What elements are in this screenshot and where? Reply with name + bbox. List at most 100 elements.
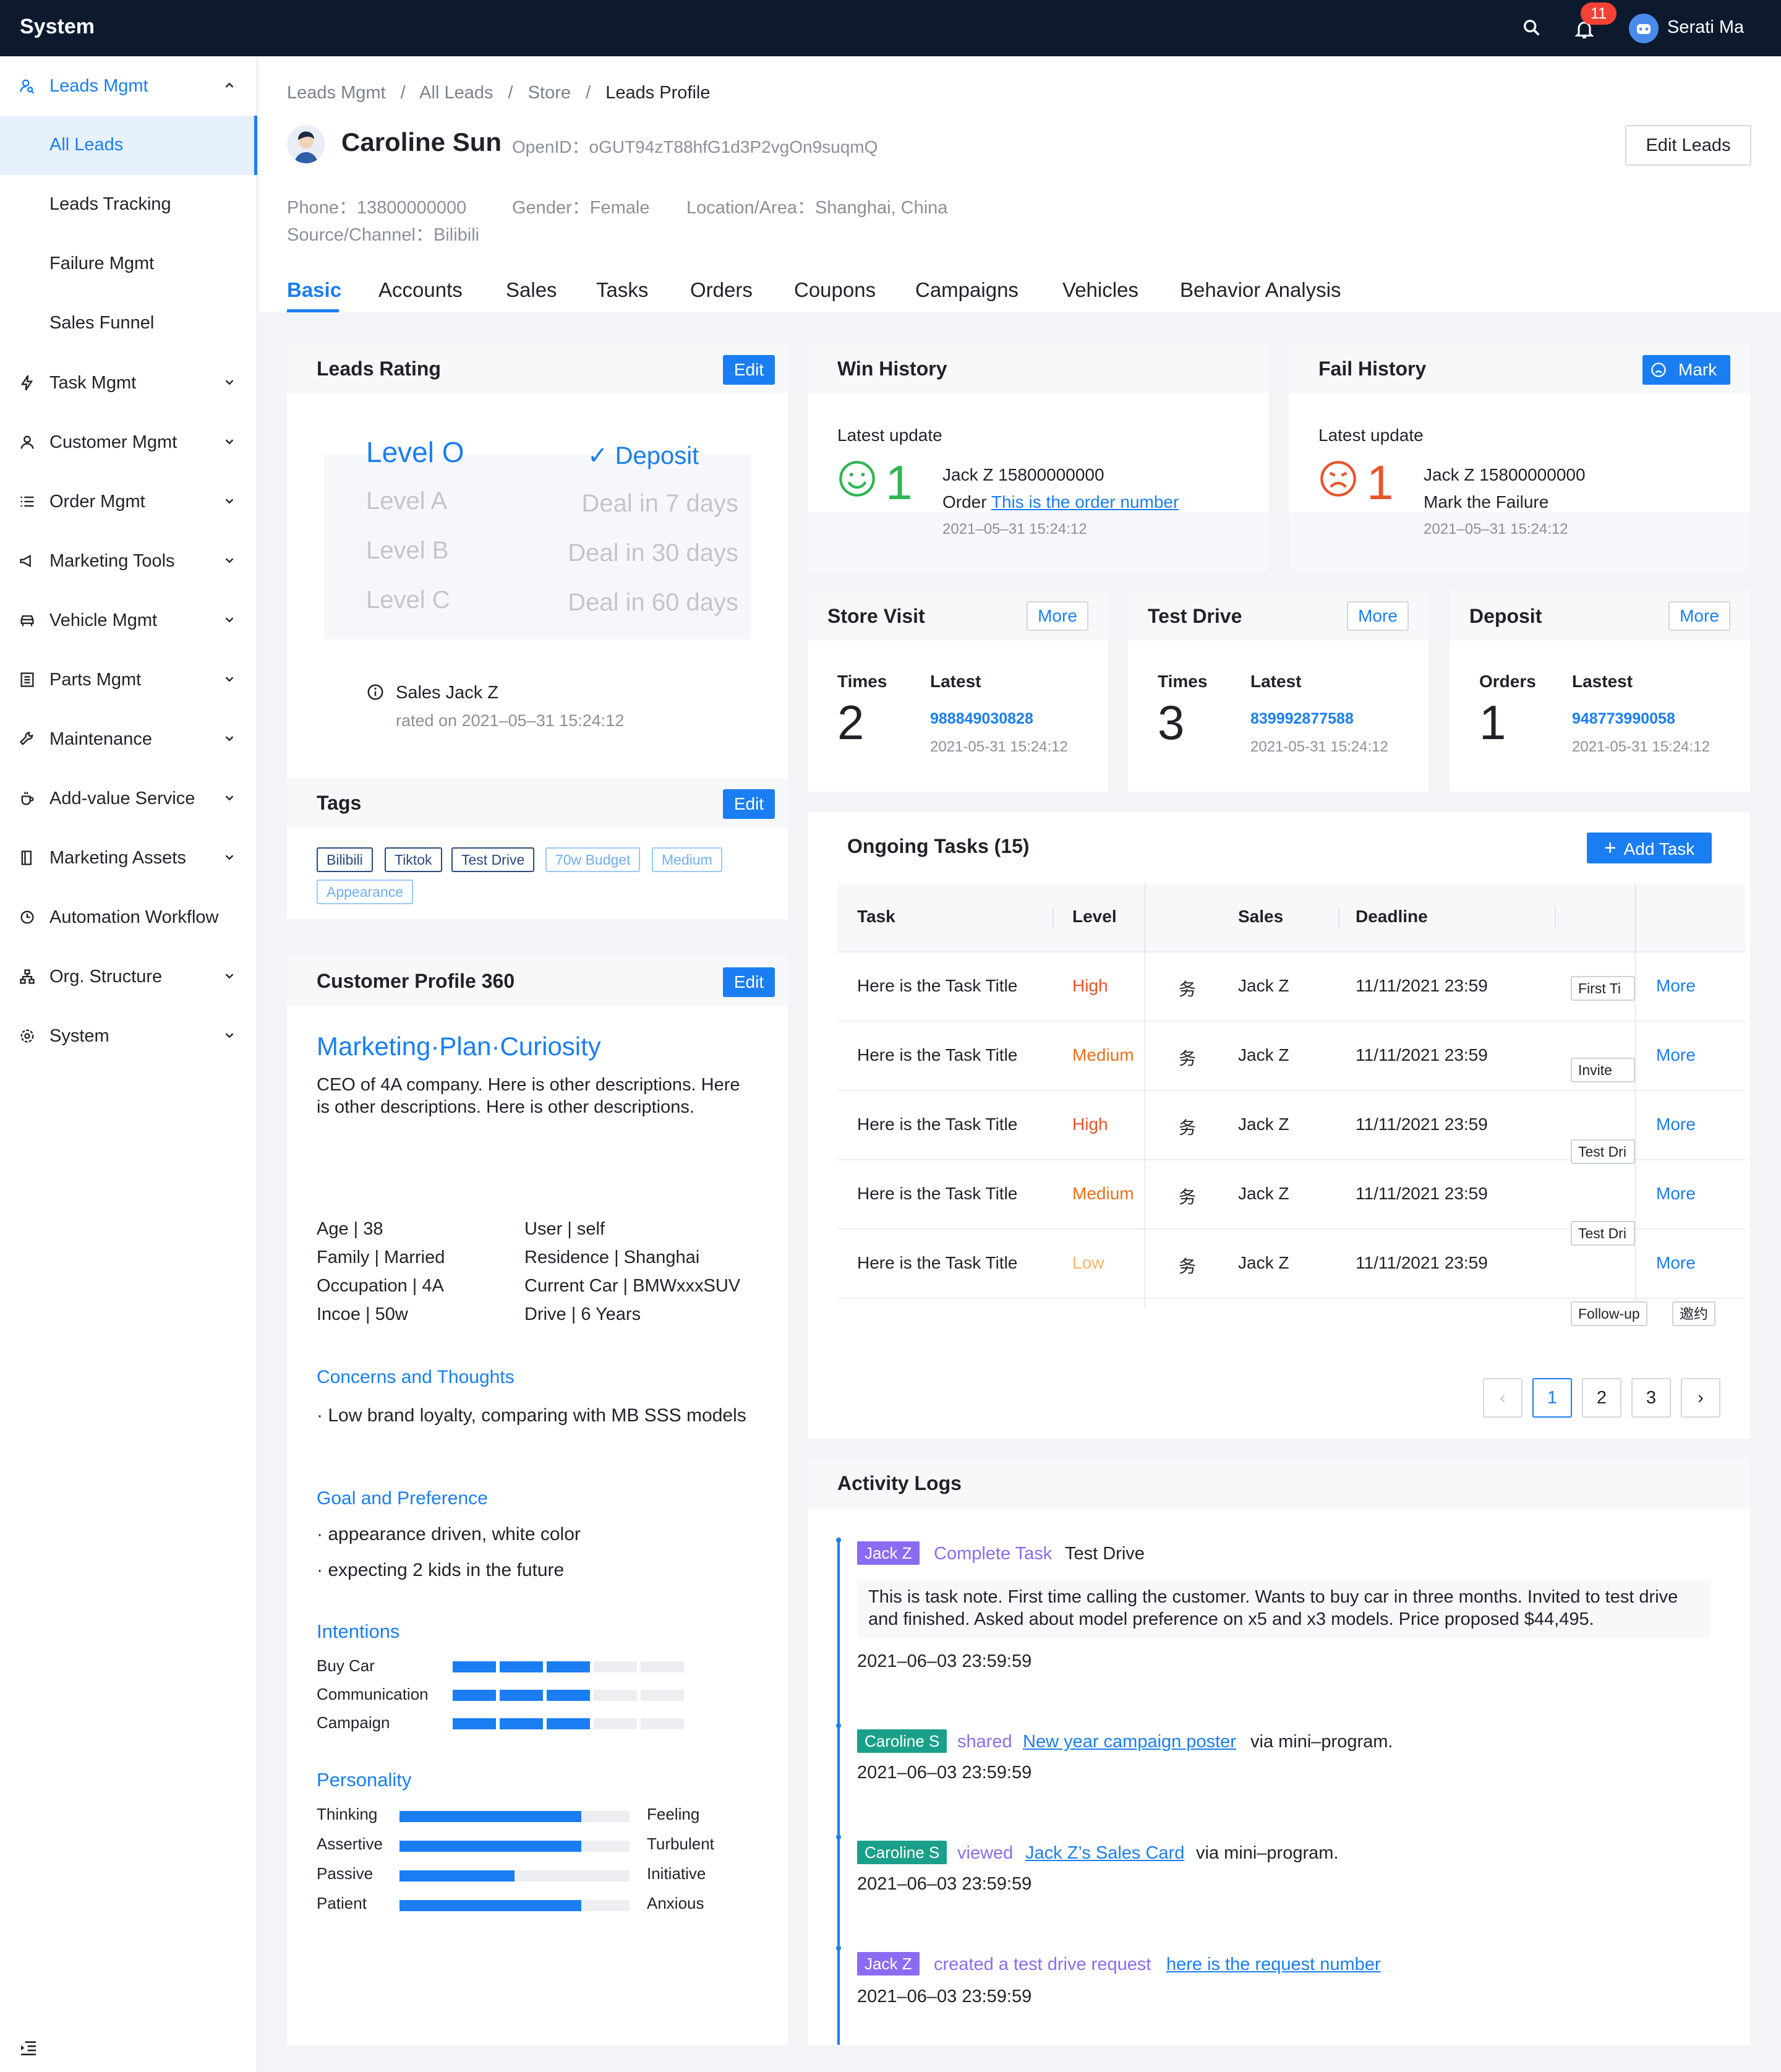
tab-accounts[interactable]: Accounts — [378, 278, 463, 301]
tag[interactable]: Appearance — [317, 880, 414, 904]
search-icon[interactable] — [1521, 17, 1542, 38]
table-row[interactable]: Here is the Task Title Medium 务 Jack Z 11/11… — [837, 1022, 1745, 1091]
actor-tag[interactable]: Jack Z — [857, 1952, 920, 1976]
task-title[interactable]: Here is the Task Title — [857, 1253, 1018, 1272]
task-action-button[interactable]: Test Dri — [1571, 1221, 1635, 1246]
task-more-link[interactable]: More — [1656, 1115, 1696, 1134]
task-more-link[interactable]: More — [1656, 1253, 1696, 1272]
task-title[interactable]: Here is the Task Title — [857, 1045, 1018, 1064]
page-button-3[interactable]: 3 — [1631, 1378, 1671, 1418]
sidebar-item-automation-workflow[interactable]: Automation Workflow — [0, 888, 257, 947]
sidebar-item-leads-tracking[interactable]: Leads Tracking — [0, 175, 257, 234]
edit-tags-button[interactable]: Edit — [723, 789, 775, 819]
tab-basic[interactable]: Basic — [287, 278, 342, 301]
rating-level[interactable]: Level A — [366, 487, 448, 515]
add-task-button[interactable]: + Add Task — [1587, 833, 1712, 863]
rating-level[interactable]: Level C — [366, 586, 450, 614]
card-title: Leads Rating — [317, 357, 441, 380]
card-title: Customer Profile 360 — [317, 970, 515, 992]
task-more-link[interactable]: More — [1656, 1184, 1696, 1203]
task-action-button[interactable]: First Ti — [1571, 976, 1635, 1001]
task-more-link[interactable]: More — [1656, 1045, 1696, 1064]
deposit-link[interactable]: 948773990058 — [1572, 710, 1675, 727]
tab-vehicles[interactable]: Vehicles — [1062, 278, 1138, 301]
store-visit-link[interactable]: 988849030828 — [930, 710, 1033, 727]
rating-level[interactable]: Level B — [366, 537, 449, 564]
intention-row: Buy Car — [317, 1654, 750, 1679]
log-link[interactable]: New year campaign poster — [1023, 1732, 1236, 1752]
sidebar-item-order-mgmt[interactable]: Order Mgmt — [0, 472, 257, 531]
store-visit-more-button[interactable]: More — [1027, 601, 1088, 631]
table-row[interactable]: Here is the Task Title High 务 Jack Z 11/11/2… — [837, 953, 1745, 1022]
tag[interactable]: Bilibili — [317, 847, 373, 872]
page-button-1[interactable]: 1 — [1532, 1378, 1572, 1418]
person-avatar-icon — [294, 131, 318, 163]
sidebar-item-org-structure[interactable]: Org. Structure — [0, 947, 257, 1006]
chevron-down-icon — [225, 736, 234, 742]
tag[interactable]: 70w Budget — [545, 847, 641, 872]
user-avatar[interactable] — [1629, 14, 1659, 43]
actor-tag[interactable]: Caroline S — [857, 1841, 947, 1864]
edit-rating-button[interactable]: Edit — [723, 355, 775, 385]
timeline-dot — [836, 1834, 841, 1839]
actor-tag[interactable]: Jack Z — [857, 1541, 920, 1565]
table-row[interactable]: Here is the Task Title High 务 Jack Z 11/11/2… — [837, 1091, 1745, 1164]
tag[interactable]: Test Drive — [451, 847, 535, 872]
tab-behavior-analysis[interactable]: Behavior Analysis — [1180, 278, 1341, 301]
tab-campaigns[interactable]: Campaigns — [915, 278, 1019, 301]
sidebar-item-maintenance[interactable]: Maintenance — [0, 709, 257, 769]
sidebar-item-marketing-assets[interactable]: Marketing Assets — [0, 828, 257, 888]
tag[interactable]: Medium — [652, 847, 722, 872]
sidebar-item-sales-funnel[interactable]: Sales Funnel — [0, 294, 257, 353]
follow-up-button[interactable]: Follow-up — [1571, 1301, 1647, 1326]
rating-level[interactable]: Level O — [366, 436, 464, 468]
collapse-menu-icon[interactable] — [19, 2038, 38, 2058]
log-link[interactable]: Jack Z’s Sales Card — [1025, 1843, 1185, 1863]
tab-orders[interactable]: Orders — [690, 278, 753, 301]
sidebar-item-customer-mgmt[interactable]: Customer Mgmt — [0, 413, 257, 472]
edit-leads-button[interactable]: Edit Leads — [1625, 125, 1751, 166]
rating-desc-selected[interactable]: ✓ Deposit — [587, 442, 699, 470]
sidebar-item-system[interactable]: System — [0, 1006, 257, 1066]
breadcrumb-item[interactable]: All Leads — [419, 83, 493, 103]
breadcrumb-item[interactable]: Leads Mgmt — [287, 83, 386, 103]
sidebar-item-parts-mgmt[interactable]: Parts Mgmt — [0, 650, 257, 709]
page-button-2[interactable]: 2 — [1582, 1378, 1621, 1418]
table-row[interactable]: Here is the Task Title Low 务 Jack Z 11/11/20… — [837, 1230, 1745, 1299]
task-action-button[interactable]: Test Dri — [1571, 1139, 1635, 1164]
deposit-more-button[interactable]: More — [1668, 601, 1730, 631]
sidebar-item-all-leads[interactable]: All Leads — [0, 116, 257, 175]
edit-profile-button[interactable]: Edit — [723, 967, 775, 997]
mark-failure-button[interactable]: Mark — [1642, 355, 1730, 385]
test-drive-link[interactable]: 839992877588 — [1250, 710, 1354, 727]
next-page-button[interactable]: › — [1681, 1378, 1720, 1418]
task-type: 务 — [1179, 1188, 1197, 1207]
sidebar-item-leads-mgmt[interactable]: Leads Mgmt — [0, 56, 257, 116]
org-icon — [20, 969, 35, 984]
user-name[interactable]: Serati Ma — [1667, 17, 1745, 37]
actor-tag[interactable]: Caroline S — [857, 1729, 947, 1753]
sidebar-item-failure-mgmt[interactable]: Failure Mgmt — [0, 234, 257, 294]
task-title[interactable]: Here is the Task Title — [857, 1115, 1018, 1134]
tab-tasks[interactable]: Tasks — [596, 278, 649, 301]
tab-sales[interactable]: Sales — [506, 278, 557, 301]
invite-button[interactable]: 邀约 — [1672, 1301, 1715, 1326]
task-more-link[interactable]: More — [1656, 976, 1696, 995]
table-row[interactable]: Here is the Task Title Medium 务 Jack Z 11/11… — [837, 1160, 1745, 1246]
sidebar-item-marketing-tools[interactable]: Marketing Tools — [0, 531, 257, 591]
task-title[interactable]: Here is the Task Title — [857, 976, 1018, 995]
task-title[interactable]: Here is the Task Title — [857, 1184, 1018, 1203]
sidebar-item-task-mgmt[interactable]: Task Mgmt — [0, 353, 257, 413]
tag[interactable]: Tiktok — [385, 847, 442, 872]
sidebar-item-vehicle-mgmt[interactable]: Vehicle Mgmt — [0, 591, 257, 650]
facts-right: User | self Residence | Shanghai Current… — [524, 1215, 740, 1329]
breadcrumb-item[interactable]: Store — [527, 83, 571, 103]
order-link[interactable]: This is the order number — [991, 492, 1179, 512]
log-link[interactable]: here is the request number — [1166, 1954, 1381, 1974]
sidebar-item-add-value-service[interactable]: Add-value Service — [0, 769, 257, 828]
prev-page-button[interactable]: ‹ — [1483, 1378, 1523, 1418]
task-action-button[interactable]: Invite — [1571, 1058, 1635, 1082]
intention-bar-segment — [594, 1718, 637, 1729]
tab-coupons[interactable]: Coupons — [794, 278, 876, 301]
test-drive-more-button[interactable]: More — [1347, 601, 1409, 631]
